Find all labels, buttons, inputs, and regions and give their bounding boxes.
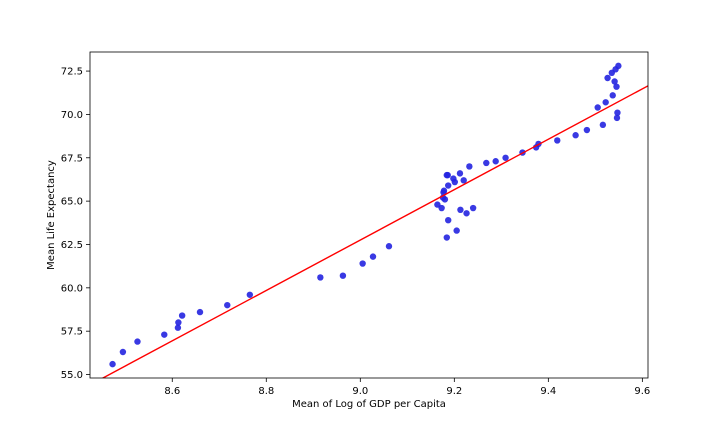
scatter-point-14	[385, 243, 393, 250]
scatter-point-24	[443, 234, 450, 241]
scatter-point-31	[460, 177, 467, 184]
scatter-point-52	[613, 83, 620, 90]
scatter-point-33	[466, 163, 473, 170]
scatter-point-20	[441, 196, 449, 203]
y-tick-label: 72.5	[61, 67, 83, 78]
scatter-point-9	[246, 291, 254, 298]
x-tick-label: 9.6	[634, 386, 650, 397]
scatter-point-29	[456, 170, 464, 177]
scatter-point-3	[161, 331, 168, 338]
y-axis: 55.0 57.5 60.0 62.5 65.0 67.5 70.0 72.5	[61, 67, 90, 381]
scatter-point-22	[444, 171, 451, 179]
y-axis-label: Mean Life Expectancy	[46, 160, 57, 270]
scatter-point-13	[369, 253, 377, 260]
scatter-point-32	[463, 210, 470, 217]
scatter-point-0	[109, 360, 116, 368]
y-tick-label: 67.5	[61, 153, 83, 164]
scatter-point-4	[174, 324, 182, 331]
scatter-point-28	[453, 227, 460, 234]
scatter-point-16	[438, 204, 445, 212]
scatter-point-11	[339, 272, 347, 279]
x-tick-label: 8.6	[164, 386, 180, 397]
scatter-point-42	[572, 132, 579, 139]
scatter-point-37	[502, 154, 509, 161]
scatter-point-43	[583, 126, 591, 134]
x-tick-label: 8.8	[258, 386, 274, 397]
scatter-point-46	[602, 99, 609, 106]
scatter-point-25	[445, 217, 452, 224]
scatter-point-44	[594, 104, 601, 111]
scatter-point-35	[483, 159, 490, 167]
x-axis-label: Mean of Log of GDP per Capita	[292, 399, 446, 410]
scatter-point-55	[615, 62, 622, 70]
scatter-point-2	[134, 338, 141, 345]
scatter-point-54	[614, 109, 621, 116]
y-tick-label: 57.5	[61, 327, 83, 338]
scatter-point-45	[599, 121, 607, 129]
y-tick-label: 62.5	[61, 240, 83, 251]
scatter-point-6	[178, 312, 186, 319]
y-tick-label: 55.0	[61, 370, 83, 381]
x-axis: 8.6 8.8 9.0 9.2 9.4 9.6	[164, 378, 650, 397]
scatter-point-8	[224, 301, 231, 309]
scatter-point-5	[175, 319, 182, 326]
scatter-point-27	[451, 178, 458, 186]
scatter-point-53	[613, 114, 621, 122]
chart-marks	[101, 62, 648, 378]
y-tick-label: 70.0	[61, 110, 83, 121]
scatter-point-19	[440, 187, 448, 194]
scatter-point-23	[445, 182, 452, 189]
x-tick-label: 9.4	[540, 386, 556, 397]
scatter-point-36	[492, 158, 499, 165]
fit-line	[101, 85, 648, 378]
x-tick-label: 9.0	[352, 386, 368, 397]
scatter-point-50	[611, 78, 618, 85]
scatter-point-30	[457, 206, 464, 213]
scatter-point-47	[604, 74, 611, 82]
x-tick-label: 9.2	[446, 386, 462, 397]
scatter-point-10	[317, 274, 324, 281]
scatter-point-41	[554, 137, 561, 144]
scatter-point-12	[359, 260, 366, 267]
y-tick-label: 65.0	[61, 197, 83, 208]
scatter-point-49	[609, 92, 616, 99]
scatter-point-15	[434, 201, 441, 208]
y-tick-label: 60.0	[61, 283, 83, 294]
scatter-point-1	[119, 348, 127, 356]
scatter-point-34	[469, 204, 477, 212]
plot-frame	[89, 51, 649, 379]
scatter-point-7	[196, 308, 204, 316]
